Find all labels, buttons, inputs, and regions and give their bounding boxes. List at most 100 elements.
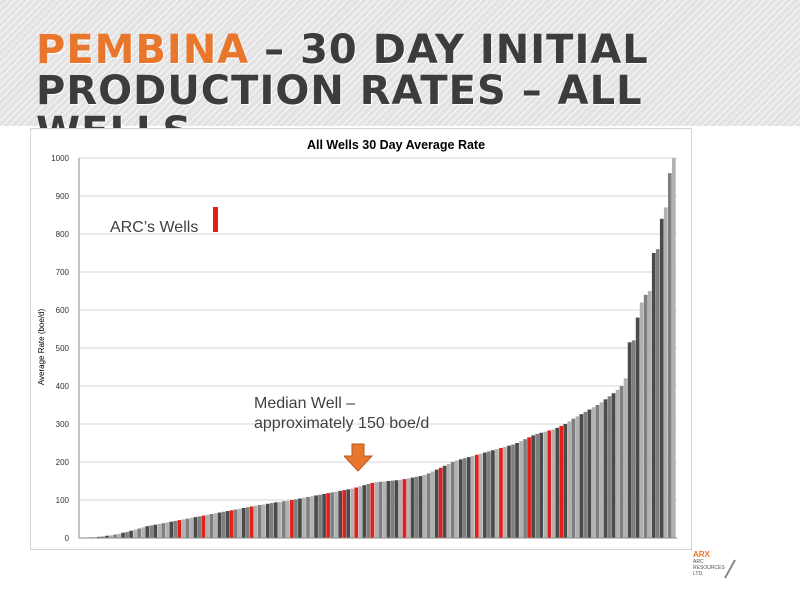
bar-well [314,495,318,538]
y-tick-label: 1000 [51,154,69,163]
bar-well [322,493,326,538]
bar-well [426,473,431,538]
bar-well [567,421,572,538]
y-tick-label: 800 [56,230,70,239]
bar-arc-well [177,520,182,538]
bar-well [366,484,371,538]
bar-well [205,514,210,538]
bar-well [378,481,383,538]
arc-logo: ARX ARC RESOURCES LTD. [693,550,753,588]
bar-chart: All Wells 30 Day Average Rate Average Ra… [37,138,677,543]
bar-arc-well [547,430,552,538]
y-tick-label: 300 [56,420,70,429]
bar-well [394,480,399,538]
bars [81,158,676,539]
bar-well [543,431,548,538]
bar-well [659,218,664,539]
bar-well [153,524,158,538]
bar-well [503,446,507,538]
y-tick-label: 400 [56,382,70,391]
bar-arc-well [474,454,479,538]
y-tick-label: 700 [56,268,70,277]
bar-well [189,517,194,538]
bar-well [631,340,636,538]
bar-well [643,294,648,538]
bar-well [277,501,282,538]
bar-well [483,452,487,538]
bar-well [237,508,242,538]
bar-well [173,520,178,538]
bar-well [117,533,121,538]
y-tick-label: 900 [56,192,70,201]
bar-well [487,451,491,538]
bar-well [225,511,230,538]
y-tick-label: 200 [56,458,70,467]
bar-well [181,519,186,538]
bar-well [454,460,459,538]
bar-well [603,399,608,538]
chart-title: All Wells 30 Day Average Rate [307,138,485,152]
bar-well [579,414,584,538]
bar-arc-well [402,479,407,538]
bar-arc-well [559,425,564,538]
bar-well [390,480,395,538]
bar-well [446,463,451,538]
bar-well [410,477,415,538]
bar-well [591,407,596,538]
bar-well [434,469,439,538]
y-tick-label: 100 [56,496,70,505]
bar-arc-well [342,490,347,538]
arc-wells-legend-swatch [213,207,218,232]
bar-well [374,482,379,538]
bar-well [599,402,604,538]
bar-well [523,439,527,538]
bar-well [137,528,141,538]
bar-well [129,530,133,538]
y-tick-label: 600 [56,306,70,315]
bar-well [233,509,238,538]
bar-well [619,386,624,538]
bar-well [430,471,435,538]
bar-well [442,465,447,538]
bar-well [121,532,125,538]
bar-well [551,429,556,538]
bar-well [479,453,483,538]
bar-well [113,534,117,538]
bar-well [310,496,314,538]
bar-well [221,511,226,538]
median-label-line1: Median Well – [254,395,356,412]
bar-well [338,490,342,538]
bar-arc-well [499,447,503,538]
bar-well [257,504,262,538]
bar-well [161,523,166,538]
bar-well [651,253,656,538]
bar-well [406,478,411,538]
bar-well [169,521,174,538]
bar-well [563,424,568,538]
title-line1-rest: – 30 DAY INITIAL [249,27,649,73]
bar-well [125,531,129,538]
bar-well [507,445,511,538]
bar-well [97,536,101,538]
median-label-line2: approximately 150 boe/d [254,415,430,432]
bar-well [450,462,455,538]
bar-well [511,444,515,538]
bar-arc-well [290,500,294,538]
bar-arc-well [326,493,330,538]
bar-well [330,492,334,538]
bar-well [269,503,274,538]
bar-arc-well [527,437,531,538]
bar-well [595,405,600,538]
bar-well [302,497,306,538]
bar-well [414,476,419,538]
median-arrow-icon [344,443,374,472]
bar-well [334,491,338,538]
bar-well [607,396,612,538]
y-tick-labels: 0 100 200 300 400 500 600 700 800 900 1000 [51,154,69,543]
bar-well [358,486,363,538]
y-axis-label: Average Rate (boe/d) [37,308,46,385]
chart-frame: All Wells 30 Day Average Rate Average Ra… [30,128,692,550]
bar-well [306,496,310,538]
y-tick-label: 500 [56,344,70,353]
bar-well [265,503,270,538]
